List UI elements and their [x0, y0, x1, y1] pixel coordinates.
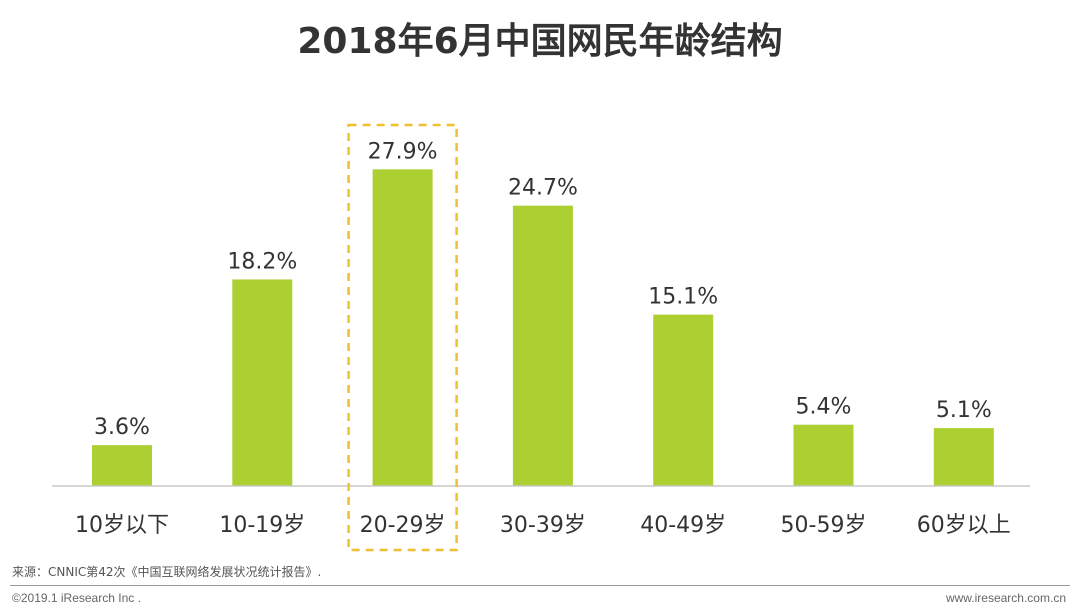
bar-40-49岁	[653, 314, 714, 486]
category-labels-group: 10岁以下 10-19岁 20-29岁 30-39岁 40-49岁 50-59岁 60岁以上	[75, 513, 1011, 538]
bar-10-19岁	[232, 279, 293, 486]
bar-20-29岁	[372, 169, 433, 486]
value-label: 15.1%	[648, 285, 718, 310]
bar-10岁以下	[92, 445, 152, 486]
bar-60岁以上	[933, 428, 994, 486]
value-label: 18.2%	[227, 249, 297, 274]
source-note: 来源：CNNIC第42次《中国互联网络发展状况统计报告》.	[12, 565, 322, 579]
value-label: 27.9%	[368, 139, 438, 164]
bars-group	[92, 169, 994, 486]
website-text: www.iresearch.com.cn	[945, 591, 1066, 605]
category-label: 40-49岁	[640, 513, 726, 538]
category-label: 20-29岁	[360, 513, 446, 538]
chart-title: 2018年6月中国网民年龄结构	[297, 21, 783, 62]
value-label: 24.7%	[508, 176, 578, 201]
value-label: 5.1%	[936, 398, 992, 423]
value-label: 3.6%	[94, 415, 150, 440]
category-label: 30-39岁	[500, 513, 586, 538]
bar-50-59岁	[793, 424, 854, 486]
copyright-text: ©2019.1 iResearch Inc .	[12, 591, 141, 605]
bar-30-39岁	[512, 205, 573, 486]
footer-divider	[10, 585, 1070, 586]
category-label: 60岁以上	[917, 513, 1011, 538]
category-label: 50-59岁	[781, 513, 867, 538]
category-label: 10-19岁	[219, 513, 305, 538]
value-label: 5.4%	[796, 395, 852, 420]
value-labels-group: 3.6% 18.2% 27.9% 24.7% 15.1% 5.4% 5.1%	[94, 139, 992, 440]
category-label: 10岁以下	[75, 513, 169, 538]
